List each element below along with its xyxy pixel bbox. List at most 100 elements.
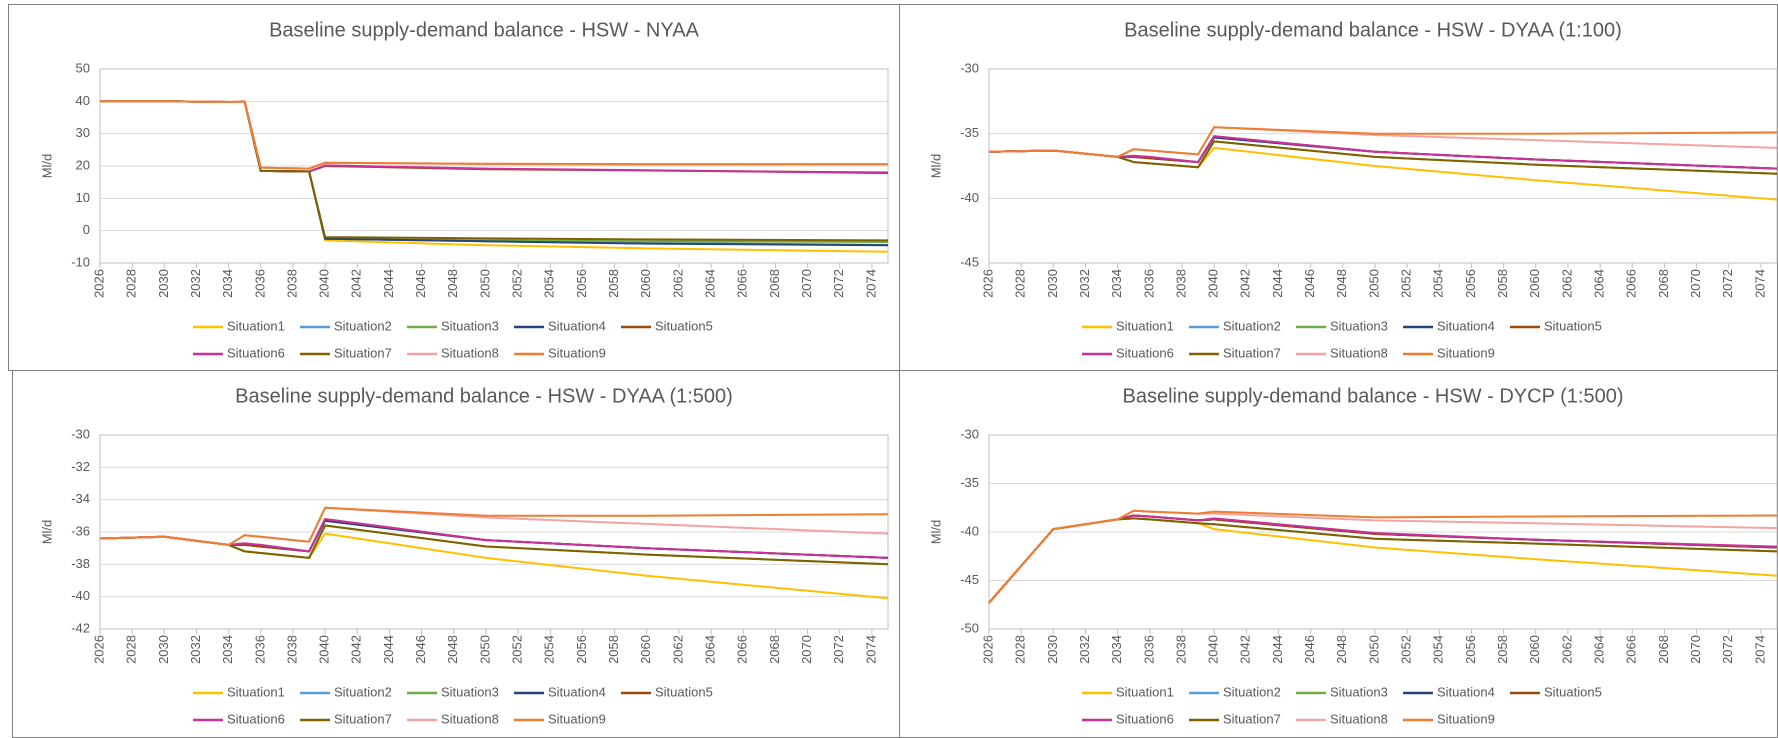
x-tick-label: 2030: [156, 269, 171, 298]
x-tick-label: 2026: [980, 635, 995, 664]
legend-label: Situation4: [548, 318, 606, 333]
x-tick-label: 2064: [1592, 269, 1607, 298]
x-tick-label: 2038: [1173, 635, 1188, 664]
x-tick-label: 2054: [1431, 635, 1446, 664]
x-tick-label: 2046: [1302, 269, 1317, 298]
series-line: [988, 509, 1778, 604]
x-tick-label: 2054: [542, 635, 557, 664]
x-tick-label: 2042: [349, 635, 364, 664]
x-tick-label: 2026: [980, 269, 995, 298]
x-tick-label: 2058: [606, 269, 621, 298]
x-tick-label: 2038: [1173, 269, 1188, 298]
x-tick-label: 2066: [735, 269, 750, 298]
legend-label: Situation8: [1330, 711, 1388, 726]
x-tick-label: 2056: [1463, 635, 1478, 664]
x-tick-label: 2048: [445, 635, 460, 664]
x-tick-label: 2072: [831, 269, 846, 298]
x-tick-label: 2062: [670, 635, 685, 664]
x-tick-label: 2028: [1013, 635, 1028, 664]
x-tick-label: 2034: [1109, 635, 1124, 664]
y-tick-label: -32: [71, 459, 90, 474]
x-tick-label: 2032: [1077, 635, 1092, 664]
legend-label: Situation8: [441, 711, 499, 726]
plot-border: [99, 434, 889, 630]
x-tick-label: 2048: [1334, 635, 1349, 664]
legend-label: Situation2: [1223, 684, 1281, 699]
x-tick-label: 2030: [156, 635, 171, 664]
legend-label: Situation6: [227, 711, 285, 726]
x-tick-label: 2032: [1077, 269, 1092, 298]
x-tick-label: 2062: [670, 269, 685, 298]
x-tick-label: 2068: [1656, 269, 1671, 298]
x-tick-label: 2036: [252, 269, 267, 298]
x-tick-label: 2066: [1624, 635, 1639, 664]
legend-label: Situation6: [227, 345, 285, 360]
x-tick-label: 2056: [574, 269, 589, 298]
x-tick-label: 2070: [799, 635, 814, 664]
x-tick-label: 2052: [510, 635, 525, 664]
legend-label: Situation7: [1223, 711, 1281, 726]
legend-label: Situation3: [1330, 684, 1388, 699]
chart-title: Baseline supply-demand balance - HSW - D…: [235, 385, 733, 407]
legend-label: Situation4: [1437, 684, 1495, 699]
plot-border: [988, 68, 1778, 264]
x-tick-label: 2074: [863, 269, 878, 298]
legend-label: Situation2: [1223, 318, 1281, 333]
chart: Baseline supply-demand balance - HSW - D…: [928, 385, 1778, 726]
x-tick-label: 2038: [284, 635, 299, 664]
x-tick-label: 2034: [220, 635, 235, 664]
legend-label: Situation7: [1223, 345, 1281, 360]
x-tick-label: 2072: [1720, 269, 1735, 298]
x-tick-label: 2064: [1592, 635, 1607, 664]
y-tick-label: -10: [71, 254, 90, 269]
y-axis-label: Ml/d: [39, 520, 54, 545]
x-tick-label: 2060: [1527, 635, 1542, 664]
x-tick-label: 2044: [1270, 269, 1285, 298]
x-tick-label: 2028: [124, 635, 139, 664]
x-tick-label: 2068: [1656, 635, 1671, 664]
x-tick-label: 2064: [703, 269, 718, 298]
x-tick-label: 2052: [1399, 269, 1414, 298]
plot-border: [99, 68, 889, 264]
series-line: [100, 100, 888, 170]
x-tick-label: 2042: [1238, 269, 1253, 298]
y-tick-label: -40: [960, 523, 979, 538]
x-tick-label: 2042: [1238, 635, 1253, 664]
x-tick-label: 2058: [606, 635, 621, 664]
legend-label: Situation9: [1437, 345, 1495, 360]
x-tick-label: 2060: [1527, 269, 1542, 298]
legend-label: Situation4: [1437, 318, 1495, 333]
x-tick-label: 2046: [413, 269, 428, 298]
legend-label: Situation2: [334, 318, 392, 333]
x-tick-label: 2040: [1206, 269, 1221, 298]
y-tick-label: -30: [960, 426, 979, 441]
x-tick-label: 2052: [510, 269, 525, 298]
x-tick-label: 2032: [188, 269, 203, 298]
x-tick-label: 2066: [735, 635, 750, 664]
x-tick-label: 2054: [1431, 269, 1446, 298]
x-tick-label: 2070: [1688, 635, 1703, 664]
x-tick-label: 2064: [703, 635, 718, 664]
legend-label: Situation5: [1544, 318, 1602, 333]
x-tick-label: 2032: [188, 635, 203, 664]
x-tick-label: 2072: [1720, 635, 1735, 664]
x-tick-label: 2074: [1752, 635, 1767, 664]
x-tick-label: 2034: [220, 269, 235, 298]
series-line: [99, 506, 889, 546]
y-tick-label: -42: [71, 620, 90, 635]
legend-label: Situation2: [334, 684, 392, 699]
x-tick-label: 2072: [831, 635, 846, 664]
y-tick-label: -45: [960, 254, 979, 269]
legend-label: Situation5: [1544, 684, 1602, 699]
legend-label: Situation7: [334, 711, 392, 726]
x-tick-label: 2036: [1141, 269, 1156, 298]
x-tick-label: 2048: [1334, 269, 1349, 298]
y-axis-label: Ml/d: [928, 154, 943, 179]
x-tick-label: 2044: [1270, 635, 1285, 664]
legend-label: Situation9: [548, 345, 606, 360]
x-tick-label: 2040: [1206, 635, 1221, 664]
legend-label: Situation5: [655, 318, 713, 333]
y-tick-label: -50: [960, 620, 979, 635]
